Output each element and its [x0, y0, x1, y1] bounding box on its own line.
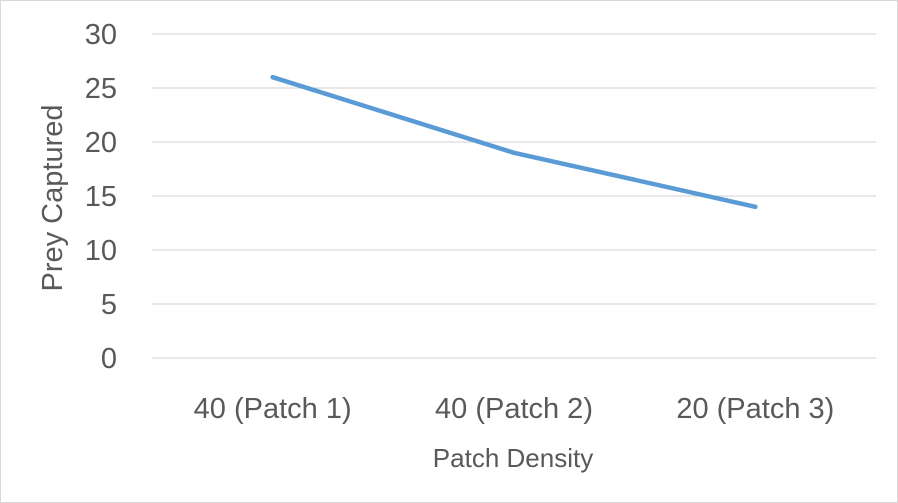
- data-point: [270, 75, 275, 80]
- y-axis-tick-labels: 0 5 10 15 20 25 30: [85, 19, 117, 375]
- y-axis-title: Prey Captured: [37, 105, 69, 292]
- y-tick-label: 0: [101, 343, 117, 375]
- y-tick-label: 15: [85, 181, 117, 213]
- x-tick-label: 40 (Patch 1): [194, 393, 352, 425]
- data-point: [753, 204, 758, 209]
- x-axis-tick-labels: 40 (Patch 1) 40 (Patch 2) 20 (Patch 3): [194, 393, 835, 425]
- x-tick-label: 40 (Patch 2): [435, 393, 593, 425]
- data-point: [511, 150, 517, 155]
- y-tick-label: 20: [85, 127, 117, 159]
- y-tick-label: 5: [101, 289, 117, 321]
- y-tick-label: 30: [85, 19, 117, 51]
- y-tick-label: 10: [85, 235, 117, 267]
- x-tick-label: 20 (Patch 3): [676, 393, 834, 425]
- y-tick-label: 25: [85, 73, 117, 105]
- gridlines: [152, 33, 876, 359]
- series-layer: [270, 74, 758, 210]
- x-axis-title: Patch Density: [433, 443, 593, 473]
